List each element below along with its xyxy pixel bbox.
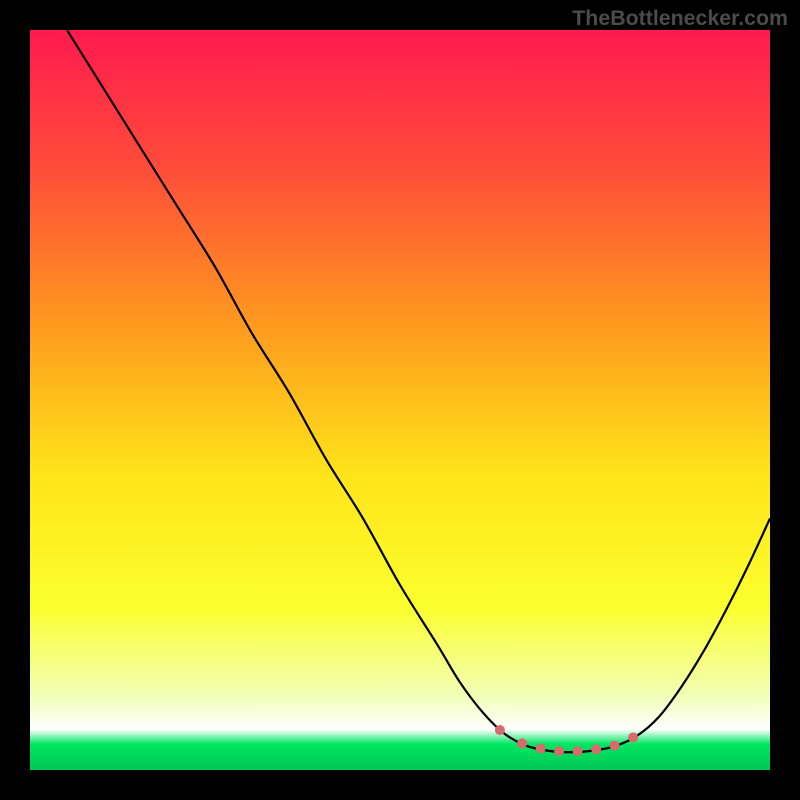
- optimal-point-dot: [554, 746, 564, 756]
- optimal-point-dot: [495, 725, 505, 735]
- watermark-text: TheBottlenecker.com: [572, 6, 788, 31]
- optimal-point-dot: [628, 732, 638, 742]
- dots-layer: [30, 30, 770, 770]
- optimal-point-dot: [536, 744, 546, 754]
- optimal-point-dot: [610, 741, 620, 751]
- plot-area: [30, 30, 770, 770]
- optimal-point-dot: [573, 746, 583, 756]
- plot-frame: [30, 30, 770, 770]
- optimal-point-dot: [591, 744, 601, 754]
- optimal-point-dot: [517, 738, 527, 748]
